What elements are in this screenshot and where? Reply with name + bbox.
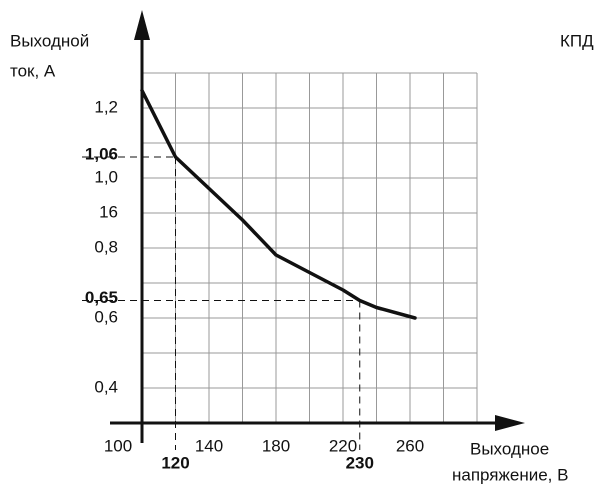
x-tick-label: 180: [262, 436, 290, 455]
x-tick-label: 230: [346, 453, 374, 472]
y-tick-label: 0,8: [94, 237, 118, 256]
x-tick-label: 260: [396, 436, 424, 455]
x-tick-label: 220: [329, 436, 357, 455]
x-axis-label: напряжение, В: [452, 465, 568, 484]
x-tick-label: 140: [195, 436, 223, 455]
line: [140, 88, 417, 320]
corner-label: КПД: [560, 31, 594, 50]
x-tick-label: 120: [161, 453, 189, 472]
x-axis-label: Выходное: [470, 439, 549, 458]
x-tick-label: 100: [104, 436, 132, 455]
y-tick-label: 0,6: [94, 307, 118, 326]
y-tick-label: 1,06: [85, 144, 118, 163]
y-tick-label: 16: [99, 202, 118, 221]
x-axis-arrow: [495, 415, 525, 431]
y-tick-label: 0,65: [85, 288, 118, 307]
y-axis-arrow: [134, 10, 150, 40]
y-axis-label: ток, А: [10, 61, 56, 80]
y-tick-label: 1,2: [94, 97, 118, 116]
y-tick-label: 0,4: [94, 377, 118, 396]
y-tick-label: 1,0: [94, 167, 118, 186]
y-axis-label: Выходной: [10, 31, 89, 50]
